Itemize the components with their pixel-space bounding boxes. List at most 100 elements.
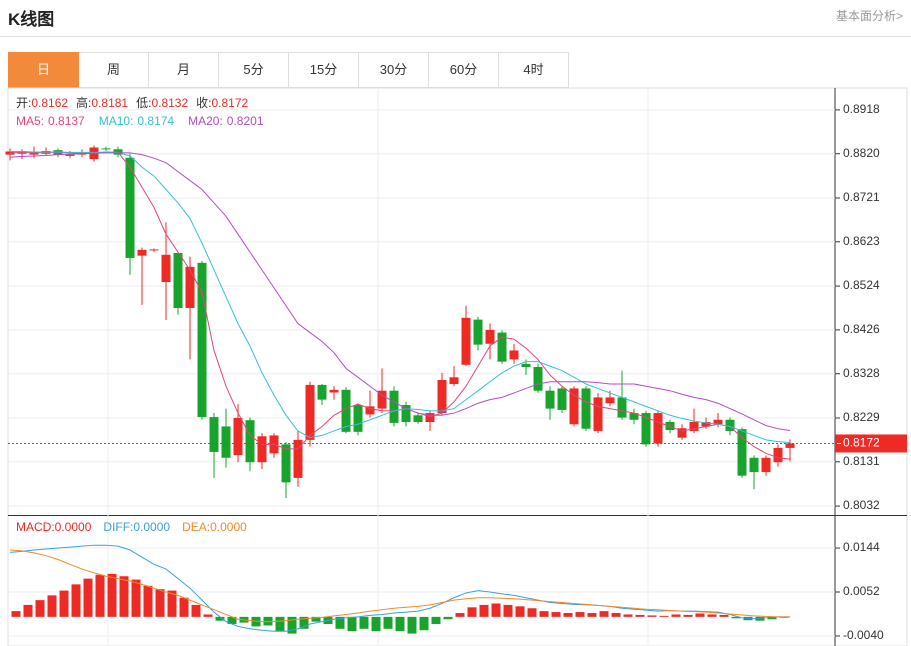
candle-body — [677, 428, 687, 438]
macd-bar — [455, 613, 465, 617]
candle-body — [161, 254, 171, 283]
macd-bar — [407, 616, 417, 634]
ma-line — [9, 152, 791, 431]
ma-readout: MA5: 0.8137 MA10: 0.8174 MA20: 0.8201 — [16, 114, 264, 128]
macd-bar — [695, 613, 705, 617]
macd-bar — [47, 595, 57, 617]
readout-name: DEA: — [182, 520, 210, 534]
y-tick-label: 0.8426 — [843, 322, 880, 336]
period-tab[interactable]: 月 — [149, 52, 219, 88]
macd-bar — [551, 612, 561, 617]
y-tick-label: 0.8623 — [843, 234, 880, 248]
macd-bar — [95, 574, 105, 617]
candle-body — [137, 249, 147, 256]
ohlc-value: 0.8132 — [151, 96, 188, 110]
macd-bar — [179, 597, 189, 617]
macd-bar — [335, 616, 345, 629]
macd-bar — [431, 616, 441, 625]
last-price-box — [835, 434, 907, 453]
macd-bar — [215, 616, 225, 621]
macd-bar — [539, 611, 549, 617]
candle-body — [425, 413, 435, 422]
y-tick-label: 0.8524 — [843, 278, 880, 292]
readout-name: MACD: — [16, 520, 55, 534]
ma-value: 0.8201 — [227, 114, 264, 128]
candle-body — [389, 390, 399, 423]
candle-body — [569, 388, 579, 425]
candle-body — [485, 329, 495, 344]
period-tab[interactable]: 30分 — [359, 52, 429, 88]
candle-body — [437, 379, 447, 414]
title: K线图 — [8, 10, 55, 29]
candle-body — [713, 419, 723, 425]
candle-body — [413, 415, 423, 422]
y-tick-label: 0.8131 — [843, 454, 880, 468]
ohlc-label: 开: — [16, 96, 31, 110]
macd-bar — [419, 616, 429, 631]
candle-body — [173, 252, 183, 308]
candle-body — [233, 417, 243, 456]
macd-bar — [503, 604, 513, 617]
macd-bar — [131, 579, 141, 617]
macd-bar — [467, 607, 477, 617]
macd-bar — [191, 604, 201, 617]
macd-bar — [167, 590, 177, 617]
period-tab[interactable]: 60分 — [429, 52, 499, 88]
period-tab[interactable]: 日 — [8, 52, 79, 88]
macd-bar — [491, 603, 501, 617]
ohlc-label: 低: — [136, 96, 151, 110]
candle-body — [449, 377, 459, 384]
ma-name: MA5: — [16, 114, 44, 128]
readout-name: DIFF: — [103, 520, 133, 534]
y-tick-label: 0.8918 — [843, 102, 880, 116]
candle-body — [461, 317, 471, 365]
ohlc-value: 0.8172 — [211, 96, 248, 110]
candle-body — [293, 439, 303, 478]
readout-value: 0.0000 — [133, 520, 170, 534]
candle-body — [353, 405, 363, 432]
candle-body — [509, 350, 519, 360]
candle-body — [341, 389, 351, 432]
candle-body — [617, 397, 627, 418]
macd-bar — [347, 616, 357, 632]
candle-body — [653, 413, 663, 444]
macd-bar — [683, 614, 693, 617]
candle-body — [185, 266, 195, 308]
y-tick-label: 0.0052 — [843, 584, 880, 598]
macd-bar — [443, 616, 453, 620]
ma-name: MA20: — [188, 114, 223, 128]
candle-body — [401, 405, 411, 422]
period-tab[interactable]: 5分 — [219, 52, 289, 88]
macd-readout: MACD:0.0000 DIFF:0.0000 DEA:0.0000 — [16, 520, 247, 534]
candle-body — [785, 443, 795, 448]
candle-body — [737, 429, 747, 476]
macd-bar — [311, 616, 321, 622]
candle-body — [221, 426, 231, 458]
ohlc-label: 高: — [76, 95, 91, 110]
candle-body — [209, 417, 219, 452]
macd-bar — [647, 615, 657, 617]
macd-bar — [359, 616, 369, 629]
candle-body — [593, 397, 603, 431]
macd-bar — [671, 614, 681, 617]
macd-bar — [35, 600, 45, 617]
macd-bar — [23, 604, 33, 617]
macd-bar — [155, 589, 165, 617]
last-price-label: 0.8172 — [843, 436, 880, 450]
candle-body — [329, 389, 339, 393]
candle-body — [773, 447, 783, 463]
candle-body — [761, 457, 771, 473]
y-tick-label: 0.8229 — [843, 410, 880, 424]
readout-value: 0.0000 — [55, 520, 92, 534]
ohlc-value: 0.8162 — [31, 96, 68, 110]
ma-line — [9, 544, 790, 632]
macd-bar — [479, 604, 489, 617]
macd-bar — [119, 576, 129, 617]
macd-bar — [59, 590, 69, 617]
macd-bar — [563, 613, 573, 617]
candle-body — [149, 249, 159, 251]
macd-bar — [203, 614, 213, 617]
fundamental-link[interactable]: 基本面分析> — [835, 9, 903, 23]
candle-body — [749, 457, 759, 473]
